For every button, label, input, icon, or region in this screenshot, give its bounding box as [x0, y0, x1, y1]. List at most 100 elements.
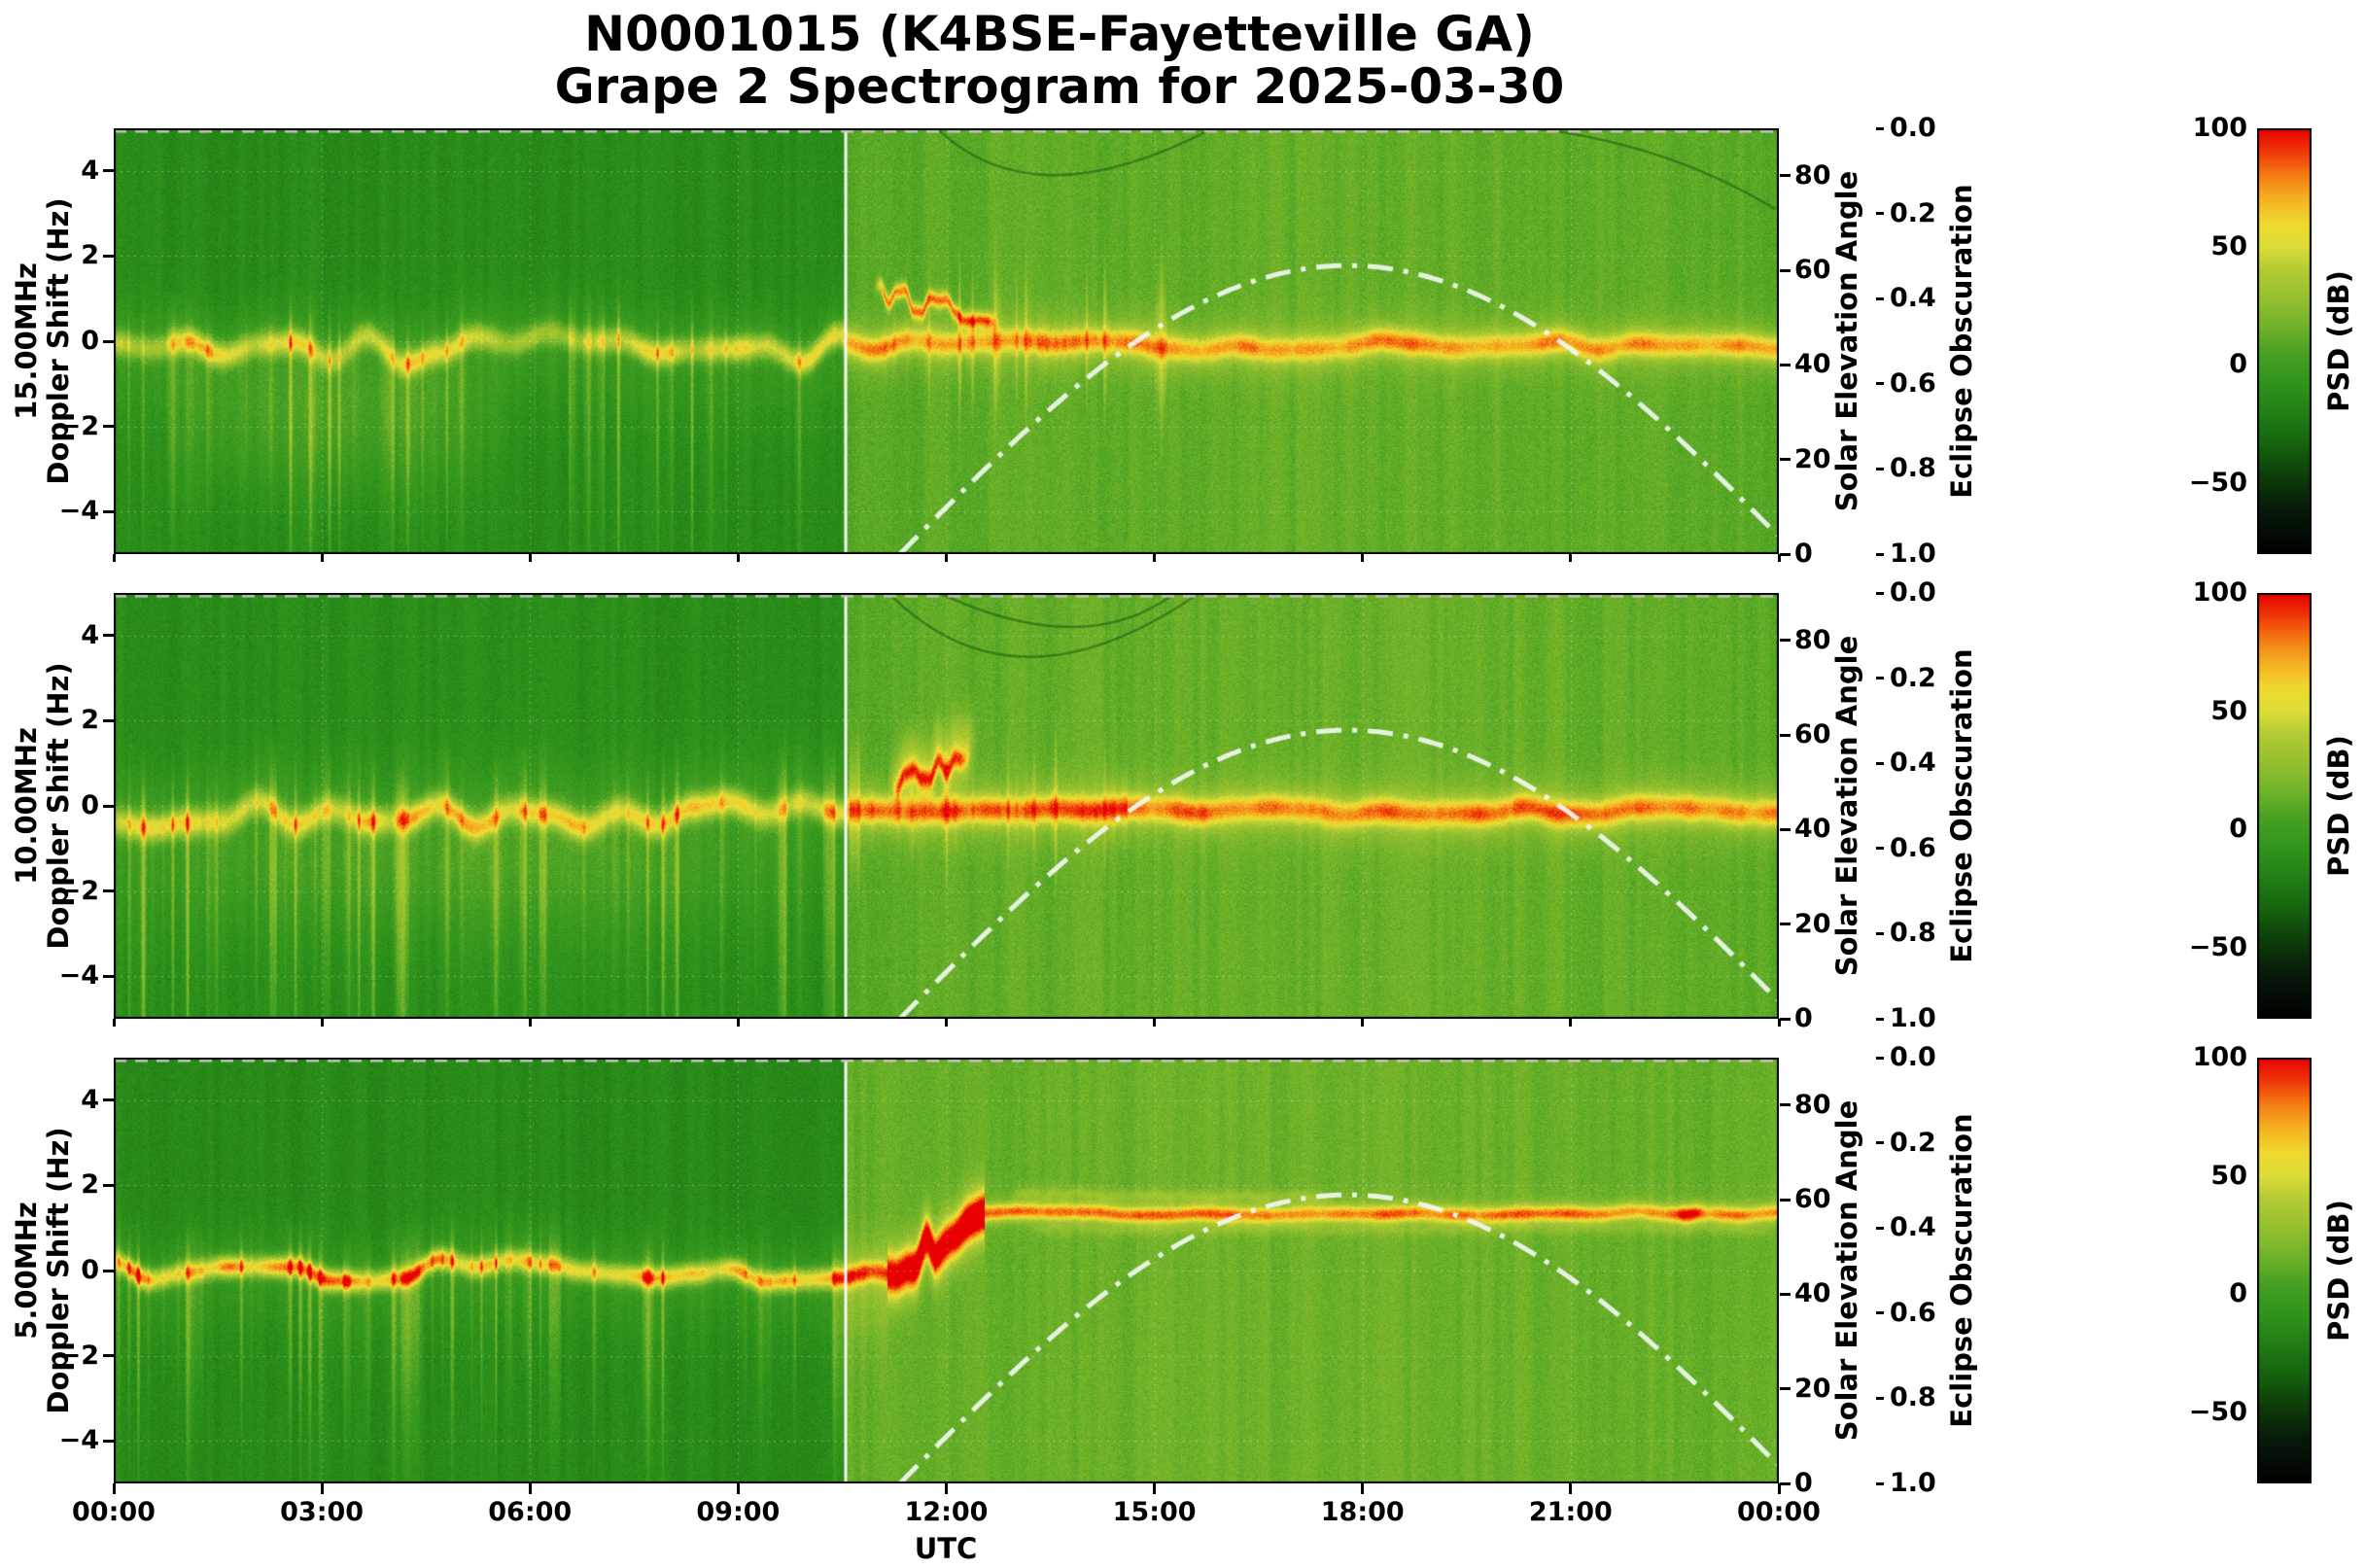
x-tick-mark: [112, 1019, 116, 1027]
x-tick-label: 03:00: [280, 1497, 365, 1527]
y-tick-label: −4: [58, 496, 99, 527]
x-tick-label: 21:00: [1528, 1497, 1613, 1527]
solar-tick-mark: [1780, 1103, 1791, 1107]
y-tick-label: 2: [81, 240, 99, 271]
x-tick-mark: [112, 1483, 116, 1494]
solar-tick-mark: [1780, 1481, 1791, 1485]
solar-tick-mark: [1780, 639, 1791, 643]
solar-tick-label: 20: [1794, 443, 1831, 474]
solar-tick-label: 40: [1794, 814, 1831, 845]
y-tick-mark: [103, 339, 114, 343]
solar-axis-label: Solar Elevation Angle: [1830, 1099, 1863, 1442]
x-tick-label: 06:00: [488, 1497, 573, 1527]
y-tick-mark: [103, 425, 114, 429]
eclipse-tick-label: 0.8: [1890, 1382, 1936, 1413]
x-tick-label: 15:00: [1112, 1497, 1197, 1527]
eclipse-tick-label: 0.4: [1890, 283, 1936, 314]
eclipse-tick-label: 1.0: [1890, 539, 1936, 569]
x-tick-mark: [1777, 1483, 1781, 1494]
eclipse-tick-label: 1.0: [1890, 1468, 1936, 1498]
colorbar-label: PSD (dB): [2322, 1200, 2355, 1342]
eclipse-tick-label: 0.8: [1890, 453, 1936, 484]
x-tick-mark: [1569, 1019, 1573, 1027]
y-tick-mark: [103, 1439, 114, 1443]
solar-tick-mark: [1780, 174, 1791, 178]
colorbar-tick-label: 50: [2210, 230, 2247, 261]
x-tick-mark: [1361, 554, 1365, 562]
solar-tick-mark: [1780, 1292, 1791, 1296]
figure-title-line2: Grape 2 Spectrogram for 2025-03-30: [554, 58, 1565, 115]
y-tick-label: −4: [58, 960, 99, 992]
solar-tick-label: 80: [1794, 624, 1831, 655]
y-tick-mark: [103, 804, 114, 808]
solar-axis-label: Solar Elevation Angle: [1830, 635, 1863, 977]
x-tick-mark: [1153, 1019, 1157, 1027]
colorbar-tick-label: 100: [2192, 113, 2247, 143]
x-tick-mark: [1361, 1483, 1365, 1494]
psd-colorbar: [2257, 593, 2312, 1019]
y-tick-label: 0: [81, 790, 99, 820]
x-tick-label: 09:00: [696, 1497, 781, 1527]
y-tick-label: −4: [58, 1425, 99, 1456]
y-tick-mark: [103, 509, 114, 513]
x-tick-mark: [528, 1019, 532, 1027]
eclipse-tick-label: 0.4: [1890, 1212, 1936, 1243]
y-tick-label: 4: [81, 1084, 99, 1115]
eclipse-axis-label: Eclipse Obscuration: [1945, 648, 1978, 963]
x-tick-mark: [1153, 1483, 1157, 1494]
eclipse-axis-label: Eclipse Obscuration: [1945, 1113, 1978, 1428]
y-tick-label: 4: [81, 155, 99, 186]
eclipse-tick-mark: [1876, 931, 1884, 935]
eclipse-tick-label: 0.0: [1890, 113, 1936, 143]
eclipse-tick-label: 0.0: [1890, 577, 1936, 608]
eclipse-axis-label: Eclipse Obscuration: [1945, 184, 1978, 499]
colorbar-label: PSD (dB): [2322, 735, 2355, 877]
solar-tick-mark: [1780, 268, 1791, 272]
x-tick-mark: [736, 554, 740, 562]
solar-tick-label: 80: [1794, 1089, 1831, 1120]
y-tick-label: −2: [58, 875, 99, 906]
eclipse-tick-mark: [1876, 296, 1884, 300]
y-tick-mark: [103, 634, 114, 638]
colorbar-tick-label: 0: [2229, 349, 2247, 380]
x-tick-mark: [945, 1019, 948, 1027]
eclipse-tick-mark: [1876, 1481, 1884, 1485]
eclipse-tick-mark: [1876, 382, 1884, 386]
eclipse-tick-mark: [1876, 1056, 1884, 1060]
solar-tick-label: 60: [1794, 255, 1831, 285]
eclipse-tick-mark: [1876, 1311, 1884, 1315]
x-tick-label: 00:00: [1737, 1497, 1821, 1527]
x-tick-mark: [945, 554, 948, 562]
solar-tick-label: 0: [1794, 539, 1813, 569]
y-tick-label: 2: [81, 705, 99, 736]
eclipse-tick-mark: [1876, 212, 1884, 216]
x-tick-mark: [320, 1483, 324, 1494]
solar-tick-mark: [1780, 552, 1791, 556]
psd-colorbar: [2257, 128, 2312, 554]
x-tick-mark: [528, 554, 532, 562]
colorbar-label: PSD (dB): [2322, 270, 2355, 412]
x-tick-mark: [1569, 554, 1573, 562]
y-tick-mark: [103, 254, 114, 258]
eclipse-tick-mark: [1876, 1017, 1884, 1021]
x-tick-mark: [320, 554, 324, 562]
solar-tick-label: 20: [1794, 1373, 1831, 1404]
x-tick-mark: [945, 1483, 948, 1494]
colorbar-tick-label: −50: [2188, 468, 2247, 498]
y-tick-mark: [103, 1354, 114, 1358]
y-tick-mark: [103, 718, 114, 722]
solar-tick-label: 20: [1794, 908, 1831, 939]
colorbar-tick-label: −50: [2188, 1397, 2247, 1427]
y-tick-mark: [103, 1098, 114, 1102]
x-tick-mark: [112, 554, 116, 562]
eclipse-tick-label: 0.4: [1890, 748, 1936, 779]
eclipse-tick-mark: [1876, 591, 1884, 595]
eclipse-tick-mark: [1876, 552, 1884, 556]
y-tick-label: 2: [81, 1169, 99, 1201]
x-tick-mark: [528, 1483, 532, 1494]
y-tick-label: 0: [81, 326, 99, 356]
x-tick-label: 12:00: [904, 1497, 989, 1527]
y-tick-mark: [103, 1269, 114, 1272]
solar-tick-label: 60: [1794, 1184, 1831, 1214]
